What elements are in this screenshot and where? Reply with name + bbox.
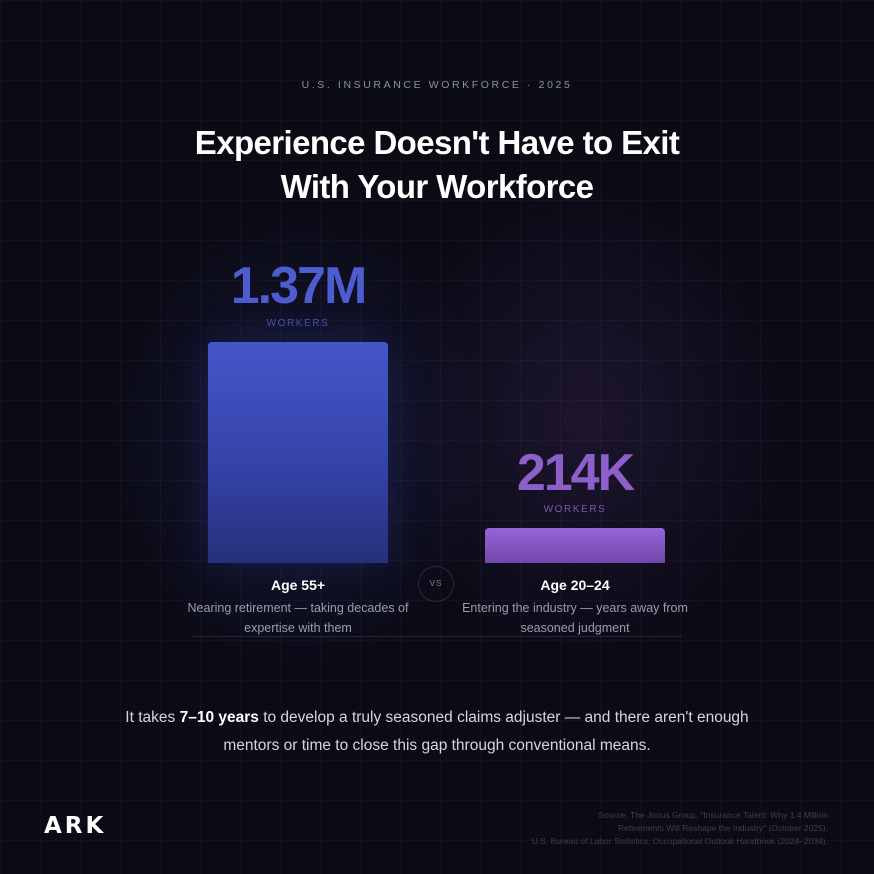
value-label-age-55-plus: 1.37M: [230, 257, 368, 315]
takeaway-text: It takes 7–10 years to develop a truly s…: [120, 704, 754, 760]
category-label-age-20-24: Age 20–24: [540, 577, 610, 593]
headline-line-2: With Your Workforce: [280, 168, 594, 205]
takeaway-prefix: It takes: [125, 709, 180, 726]
takeaway-suffix: to develop a truly seasoned claims adjus…: [223, 709, 749, 754]
source-line-2: Retirements Will Reshape the Industry" (…: [618, 823, 828, 833]
unit-label-age-20-24: WORKERS: [543, 504, 607, 515]
source-line-3: U.S. Bureau of Labor Statistics, Occupat…: [531, 836, 828, 846]
eyebrow-label: U.S. INSURANCE WORKFORCE · 2025: [301, 79, 573, 91]
ark-logo: ARK: [44, 813, 107, 839]
source-citation: Source: The Jonus Group, "Insurance Tale…: [488, 809, 828, 848]
category-description-age-20-24: Entering the industry — years away from …: [462, 601, 688, 635]
bar-age-55-plus: [208, 342, 388, 563]
bar-age-20-24: [485, 528, 665, 563]
source-line-1: Source: The Jonus Group, "Insurance Tale…: [598, 810, 829, 820]
unit-label-age-55-plus: WORKERS: [266, 318, 330, 329]
divider-line: [192, 636, 682, 637]
headline-line-1: Experience Doesn't Have to Exit: [194, 124, 680, 161]
category-label-age-55-plus: Age 55+: [270, 577, 326, 593]
value-label-age-20-24: 214K: [516, 444, 635, 502]
headline: Experience Doesn't Have to Exit With You…: [0, 121, 874, 209]
takeaway-highlight: 7–10 years: [179, 709, 259, 726]
category-description-age-55-plus: Nearing retirement — taking decades of e…: [187, 601, 409, 635]
vs-badge: VS: [418, 566, 454, 602]
